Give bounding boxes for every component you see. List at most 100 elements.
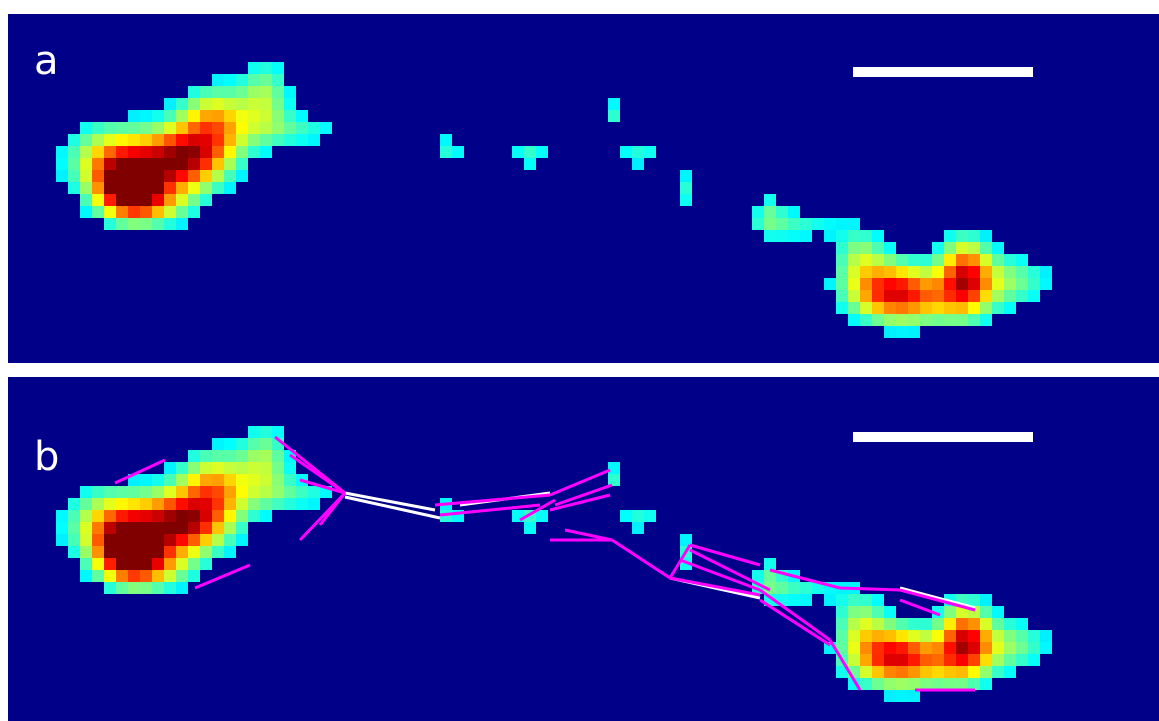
pixel (920, 278, 932, 290)
pixel (920, 642, 932, 654)
pixel (80, 182, 92, 194)
body: a b (() => { const data = JSON.parse(doc… (0, 0, 1159, 721)
pixel (188, 474, 200, 486)
pixel (248, 438, 260, 450)
pixel (188, 462, 200, 474)
pixel (176, 462, 188, 474)
pixel (260, 110, 272, 122)
pixel (932, 642, 944, 654)
pixel (776, 230, 788, 242)
pixel (188, 122, 200, 134)
pixel (116, 534, 128, 546)
pixel (140, 582, 152, 594)
pixel (248, 486, 260, 498)
pixel (152, 110, 164, 122)
pixel (920, 314, 932, 326)
pixel (860, 594, 872, 606)
pixel (164, 134, 176, 146)
pixel (212, 510, 224, 522)
pixel (956, 314, 968, 326)
pixel (128, 182, 140, 194)
pixel (860, 606, 872, 618)
pixel (320, 122, 332, 134)
pixel (680, 194, 692, 206)
pixel (956, 242, 968, 254)
pixel (140, 146, 152, 158)
pixel (140, 122, 152, 134)
pixel (248, 62, 260, 74)
pixel (860, 278, 872, 290)
pixel (944, 678, 956, 690)
pixel (128, 498, 140, 510)
pixel (944, 290, 956, 302)
pixel (116, 194, 128, 206)
pixel (896, 642, 908, 654)
pixel (1016, 290, 1028, 302)
pixel (836, 618, 848, 630)
pixel (836, 266, 848, 278)
pixel (140, 182, 152, 194)
pixel (188, 450, 200, 462)
pixel (92, 510, 104, 522)
pixel (236, 146, 248, 158)
pixel (152, 486, 164, 498)
pixel (884, 278, 896, 290)
pixel (248, 74, 260, 86)
pixel (260, 510, 272, 522)
pixel (164, 218, 176, 230)
pixel (200, 558, 212, 570)
pixel (980, 654, 992, 666)
pixel (128, 546, 140, 558)
pixel (140, 194, 152, 206)
pixel (848, 654, 860, 666)
pixel (884, 606, 896, 618)
pixel (800, 230, 812, 242)
pixel (980, 594, 992, 606)
pixel (164, 146, 176, 158)
pixel (272, 110, 284, 122)
pixel (968, 642, 980, 654)
pixel (116, 510, 128, 522)
pixel (872, 266, 884, 278)
pixel (128, 522, 140, 534)
pixel (920, 254, 932, 266)
pixel (896, 302, 908, 314)
pixel (296, 498, 308, 510)
pixel (992, 254, 1004, 266)
pixel (116, 134, 128, 146)
pixel (248, 110, 260, 122)
pixel (212, 134, 224, 146)
pixel (176, 498, 188, 510)
pixel (956, 666, 968, 678)
pixel (224, 546, 236, 558)
pixel (872, 230, 884, 242)
pixel (236, 86, 248, 98)
pixel (176, 194, 188, 206)
pixel (1016, 278, 1028, 290)
pixel (80, 122, 92, 134)
pixel (116, 122, 128, 134)
pixel (68, 170, 80, 182)
pixel (860, 230, 872, 242)
pixel (764, 194, 776, 206)
pixel (296, 486, 308, 498)
pixel (980, 242, 992, 254)
pixel (1004, 302, 1016, 314)
pixel (452, 146, 464, 158)
pixel (908, 666, 920, 678)
pixel (164, 498, 176, 510)
pixel (872, 290, 884, 302)
pixel (236, 158, 248, 170)
pixel (836, 302, 848, 314)
pixel (116, 146, 128, 158)
pixel (920, 678, 932, 690)
pixel (860, 666, 872, 678)
pixel (980, 230, 992, 242)
pixel (212, 462, 224, 474)
pixel (536, 146, 548, 158)
pixel (884, 302, 896, 314)
pixel (248, 146, 260, 158)
pixel (128, 486, 140, 498)
pixel (1028, 290, 1040, 302)
pixel (632, 146, 644, 158)
